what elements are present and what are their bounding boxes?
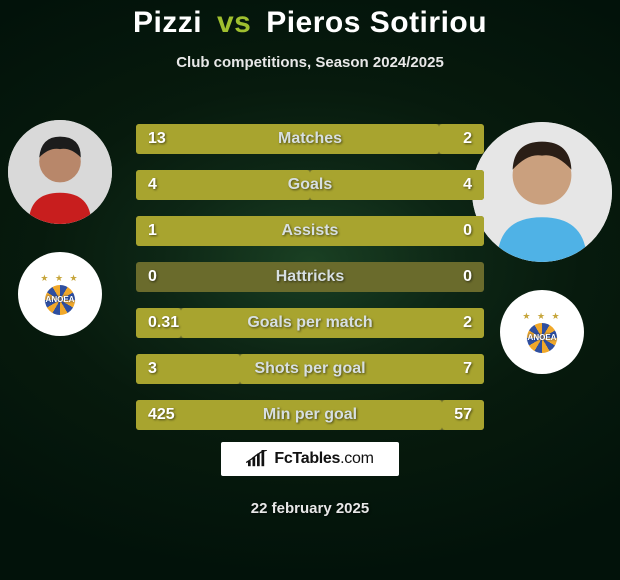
stat-fill-right <box>310 170 484 200</box>
barchart-icon <box>246 450 268 468</box>
stat-rows: 132Matches44Goals10Assists00Hattricks0.3… <box>136 124 484 430</box>
comparison-card: Pizzi vs Pieros Sotiriou Club competitio… <box>0 0 620 580</box>
club-stars-icon: ★ ★ ★ <box>40 274 79 283</box>
stat-fill-right <box>439 124 484 154</box>
stat-value-right: 57 <box>454 406 472 424</box>
logo-suffix: .com <box>340 450 373 467</box>
logo-text: FcTables.com <box>274 450 373 468</box>
club-text: ANOEA <box>46 295 75 304</box>
player-silhouette-icon <box>472 122 612 262</box>
stat-fill-left <box>136 124 439 154</box>
stat-fill-right <box>240 354 484 384</box>
stat-value-left: 1 <box>148 222 157 240</box>
stat-row: 132Matches <box>136 124 484 154</box>
stat-value-right: 7 <box>463 360 472 378</box>
logo-brand: FcTables <box>274 450 340 467</box>
stat-row: 37Shots per goal <box>136 354 484 384</box>
stat-value-right: 0 <box>463 222 472 240</box>
title-player1: Pizzi <box>133 6 202 39</box>
content-layer: Pizzi vs Pieros Sotiriou Club competitio… <box>0 0 620 580</box>
right-club-badge: ★ ★ ★ ANOEA <box>500 290 584 374</box>
title-vs: vs <box>217 6 251 39</box>
left-club-badge: ★ ★ ★ ANOEA <box>18 252 102 336</box>
stat-fill-left <box>136 400 442 430</box>
stat-value-right: 2 <box>463 314 472 332</box>
club-badge-inner: ★ ★ ★ ANOEA <box>522 312 561 353</box>
left-avatar-stack: ★ ★ ★ ANOEA <box>8 120 112 336</box>
club-badge-inner: ★ ★ ★ ANOEA <box>40 274 79 315</box>
stat-row: 10Assists <box>136 216 484 246</box>
date-label: 22 february 2025 <box>0 500 620 517</box>
club-ball-icon: ANOEA <box>45 285 75 315</box>
stat-value-left: 425 <box>148 406 175 424</box>
stat-row: 42557Min per goal <box>136 400 484 430</box>
stat-fill-left <box>136 170 310 200</box>
left-player-avatar <box>8 120 112 224</box>
stat-row: 0.312Goals per match <box>136 308 484 338</box>
stat-row: 44Goals <box>136 170 484 200</box>
title-player2: Pieros Sotiriou <box>266 6 487 39</box>
club-text: ANOEA <box>528 333 557 342</box>
stat-value-left: 13 <box>148 130 166 148</box>
right-player-avatar <box>472 122 612 262</box>
stat-value-left: 3 <box>148 360 157 378</box>
stat-row: 0 0Hattricks <box>136 262 484 292</box>
title: Pizzi vs Pieros Sotiriou <box>0 0 620 40</box>
stat-value-left: 0.31 <box>148 314 179 332</box>
stat-value-right: 4 <box>463 176 472 194</box>
stat-value-right: 2 <box>463 130 472 148</box>
subtitle: Club competitions, Season 2024/2025 <box>0 54 620 71</box>
club-stars-icon: ★ ★ ★ <box>522 312 561 321</box>
fctables-logo: FcTables.com <box>221 442 399 476</box>
stat-value-left: 0 <box>148 268 157 286</box>
player-silhouette-icon <box>8 120 112 224</box>
stat-fill-right <box>181 308 484 338</box>
club-ball-icon: ANOEA <box>527 323 557 353</box>
stat-value-left: 4 <box>148 176 157 194</box>
stat-label: Hattricks <box>136 268 484 286</box>
stat-fill-left <box>136 216 484 246</box>
right-avatar-stack: ★ ★ ★ ANOEA <box>472 122 612 374</box>
stat-value-right: 0 <box>463 268 472 286</box>
